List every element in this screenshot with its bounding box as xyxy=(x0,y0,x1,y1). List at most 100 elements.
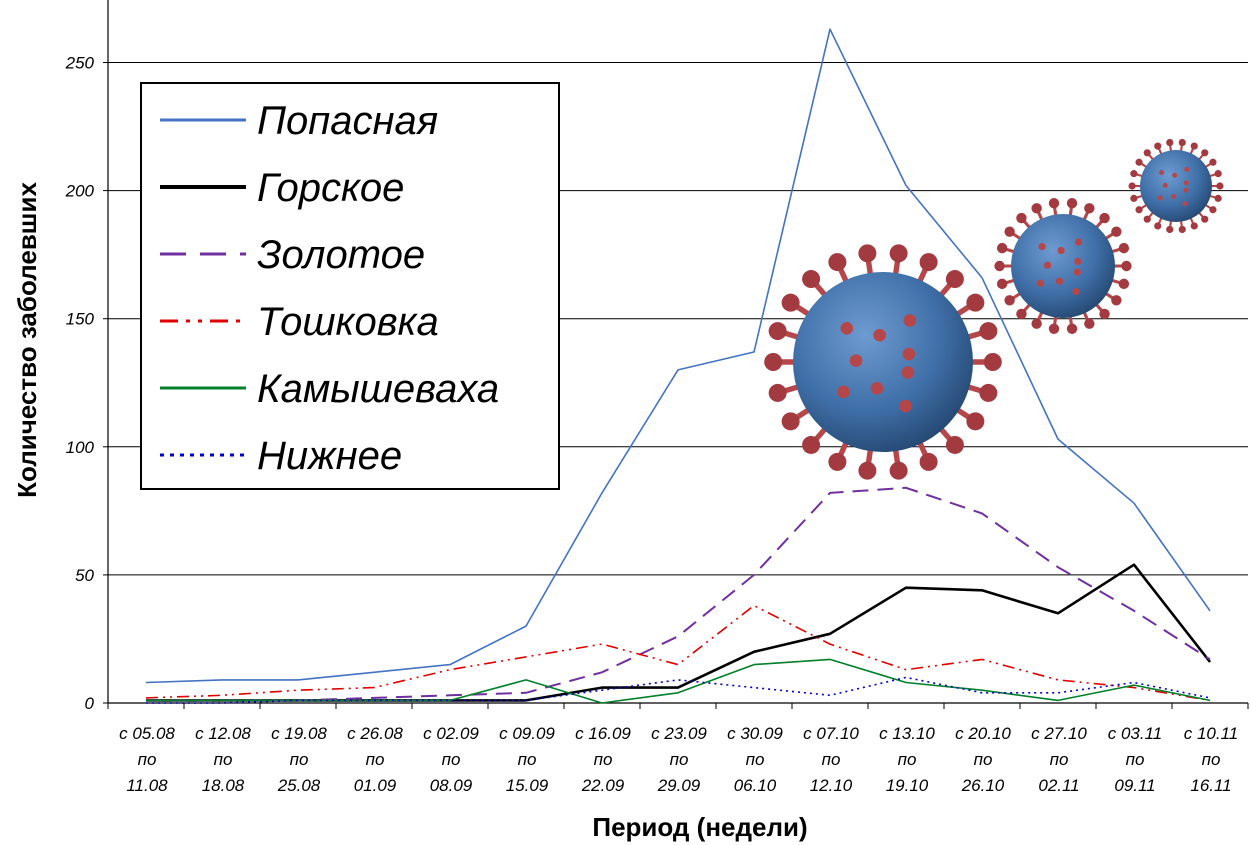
virus-spot xyxy=(1074,257,1082,266)
virus-spike-head xyxy=(1031,203,1042,214)
virus-spike-head xyxy=(889,244,908,263)
virus-spike-head xyxy=(994,260,1005,272)
virus-spot xyxy=(840,321,854,335)
virus-spot xyxy=(1183,180,1189,186)
virus-spike-head xyxy=(802,270,821,289)
virus-spike-head xyxy=(1016,212,1027,224)
x-tick-label: с 23.09 по 29.09 xyxy=(651,724,707,795)
virus-spike-head xyxy=(1143,149,1151,157)
virus-icon xyxy=(764,244,1002,480)
virus-spike-head xyxy=(1084,203,1095,214)
virus-spike-head xyxy=(945,270,964,289)
virus-spike-head xyxy=(1209,158,1217,166)
y-tick-label: 200 xyxy=(65,182,95,201)
virus-spike-head xyxy=(996,278,1008,290)
virus-spot xyxy=(1171,194,1177,200)
virus-spot xyxy=(1157,195,1163,201)
virus-decorations xyxy=(764,138,1224,480)
virus-spot xyxy=(837,385,850,399)
virus-spike-head xyxy=(1143,215,1151,223)
virus-spike-head xyxy=(1099,212,1110,224)
virus-spot xyxy=(873,328,886,342)
x-tick-label: с 13.10 по 19.10 xyxy=(879,724,935,795)
virus-spike-head xyxy=(1209,206,1217,214)
virus-spot xyxy=(870,382,884,395)
virus-spot xyxy=(1036,279,1044,287)
virus-body xyxy=(1140,150,1212,222)
y-axis-ticks: 0 50 100 150 200 250 xyxy=(65,54,95,714)
virus-spike-head xyxy=(996,242,1008,254)
virus-spike-head xyxy=(1048,198,1060,209)
x-tick-label: с 19.08 по 25.08 xyxy=(271,724,327,795)
x-tick-label: с 12.08 по 18.08 xyxy=(195,724,251,795)
virus-spike-head xyxy=(1178,138,1186,147)
legend-label: Попасная xyxy=(257,99,438,143)
series-line xyxy=(146,486,1211,702)
y-tick-label: 50 xyxy=(75,566,94,585)
virus-spike-head xyxy=(1004,226,1015,237)
virus-spike-head xyxy=(858,461,877,480)
virus-spike-head xyxy=(1111,226,1122,237)
virus-icon xyxy=(994,198,1132,334)
virus-spike-head xyxy=(1084,318,1095,329)
x-tick-label: с 20.10 по 26.10 xyxy=(955,724,1011,795)
legend-label: Тошковка xyxy=(257,300,439,344)
virus-spike-head xyxy=(768,322,787,341)
virus-spot xyxy=(1162,182,1168,188)
legend-label: Нижнее xyxy=(257,434,402,478)
virus-spike-head xyxy=(828,452,847,471)
virus-spike-head xyxy=(1154,222,1162,230)
x-tick-label: с 16.09 по 22.09 xyxy=(575,724,631,795)
virus-spike-head xyxy=(983,353,1002,371)
virus-spike-head xyxy=(966,412,985,431)
virus-spot xyxy=(902,347,916,361)
virus-spike-head xyxy=(1135,206,1143,214)
virus-spot xyxy=(1184,166,1190,172)
legend-label: Золотое xyxy=(257,233,425,277)
virus-spike-head xyxy=(1118,278,1130,290)
y-tick-label: 250 xyxy=(65,54,95,73)
virus-spike-head xyxy=(1130,194,1138,202)
series-lines xyxy=(145,28,1212,704)
virus-spot xyxy=(899,399,912,413)
virus-spot xyxy=(1057,246,1065,255)
axes xyxy=(103,0,1249,709)
virus-spot xyxy=(1074,238,1083,246)
legend-label: Камышеваха xyxy=(257,367,499,411)
virus-spike-head xyxy=(979,322,998,341)
virus-spike-head xyxy=(979,383,998,402)
virus-spike-head xyxy=(889,461,908,480)
virus-spike-head xyxy=(1048,323,1060,334)
virus-spot xyxy=(1172,172,1178,178)
virus-spike-head xyxy=(1118,242,1130,254)
virus-spot xyxy=(903,314,917,327)
x-tick-label: с 30.09 по 06.10 xyxy=(727,724,783,795)
virus-spike-head xyxy=(1178,225,1186,234)
x-tick-label: с 27.10 по 02.11 xyxy=(1031,724,1087,795)
virus-spot xyxy=(1038,242,1046,251)
virus-spike-head xyxy=(1111,295,1122,306)
virus-spike-head xyxy=(858,244,877,263)
series-line xyxy=(146,563,1212,702)
legend-label: Горское xyxy=(257,166,404,210)
x-tick-label: с 03.11 по 09.11 xyxy=(1108,724,1163,795)
virus-spike-head xyxy=(1214,194,1222,202)
virus-spike-head xyxy=(919,253,938,272)
virus-spot xyxy=(901,366,915,379)
virus-spike-head xyxy=(1128,182,1136,190)
virus-icon xyxy=(1128,138,1224,234)
virus-spike-head xyxy=(1190,222,1198,230)
virus-spot xyxy=(1158,169,1165,176)
virus-spike-head xyxy=(1130,170,1138,178)
virus-spot xyxy=(849,354,863,367)
x-tick-label: с 02.09 по 08.09 xyxy=(423,724,479,795)
y-axis-title: Количество заболевших xyxy=(12,182,42,498)
virus-spike-head xyxy=(781,412,800,431)
virus-spike-head xyxy=(768,383,787,402)
series-line xyxy=(145,28,1211,684)
virus-spike-head xyxy=(802,435,821,454)
virus-spike-head xyxy=(1031,318,1042,329)
y-tick-label: 0 xyxy=(85,694,95,713)
x-tick-label: с 09.09 по 15.09 xyxy=(499,724,555,795)
